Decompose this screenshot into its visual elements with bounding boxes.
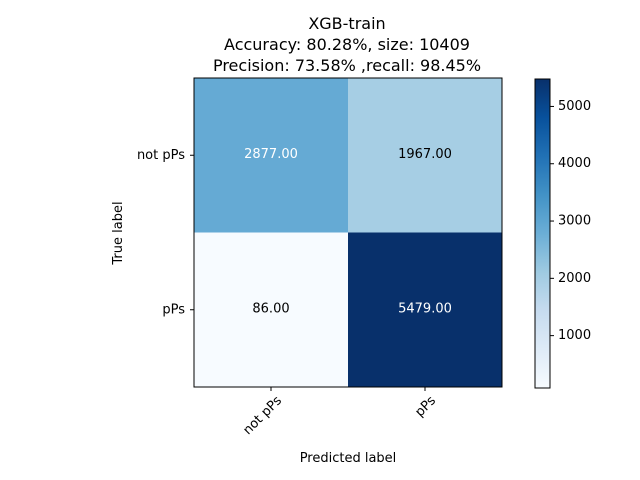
colorbar-tick-label: 2000 — [558, 271, 591, 286]
cell-value-label: 1967.00 — [398, 147, 452, 162]
y-axis-ticks: not pPs pPs — [137, 148, 194, 317]
colorbar-tick-label: 1000 — [558, 328, 591, 343]
matrix-frame — [193, 77, 503, 388]
x-axis-label: Predicted label — [300, 451, 397, 466]
y-axis-label: True label — [111, 201, 126, 265]
matrix-cell — [348, 78, 502, 233]
colorbar — [534, 78, 551, 389]
matrix-cell — [348, 232, 502, 387]
cell-value-label: 2877.00 — [244, 147, 298, 162]
y-tick-label: not pPs — [137, 148, 185, 163]
colorbar-ticks: 1000 2000 3000 4000 5000 — [550, 99, 591, 343]
colorbar-tick-label: 5000 — [558, 99, 591, 114]
x-tick-label: not pPs — [240, 393, 285, 438]
colorbar-tick-label: 4000 — [558, 156, 591, 171]
matrix-cells: 2877.00 1967.00 86.00 5479.00 — [194, 78, 502, 387]
matrix-cell — [194, 232, 348, 387]
colorbar-tick-label: 3000 — [558, 214, 591, 229]
cell-value-label: 86.00 — [252, 301, 289, 316]
chart-title-line-1: XGB-train — [308, 14, 385, 33]
chart-title-line-3: Precision: 73.58% ,recall: 98.45% — [213, 56, 481, 75]
cell-value-label: 5479.00 — [398, 301, 452, 316]
y-tick-label: pPs — [162, 302, 185, 317]
x-axis-ticks: not pPs pPs — [240, 387, 439, 438]
x-tick-label: pPs — [412, 393, 439, 420]
chart-title-line-2: Accuracy: 80.28%, size: 10409 — [224, 35, 470, 54]
matrix-cell — [194, 78, 348, 233]
